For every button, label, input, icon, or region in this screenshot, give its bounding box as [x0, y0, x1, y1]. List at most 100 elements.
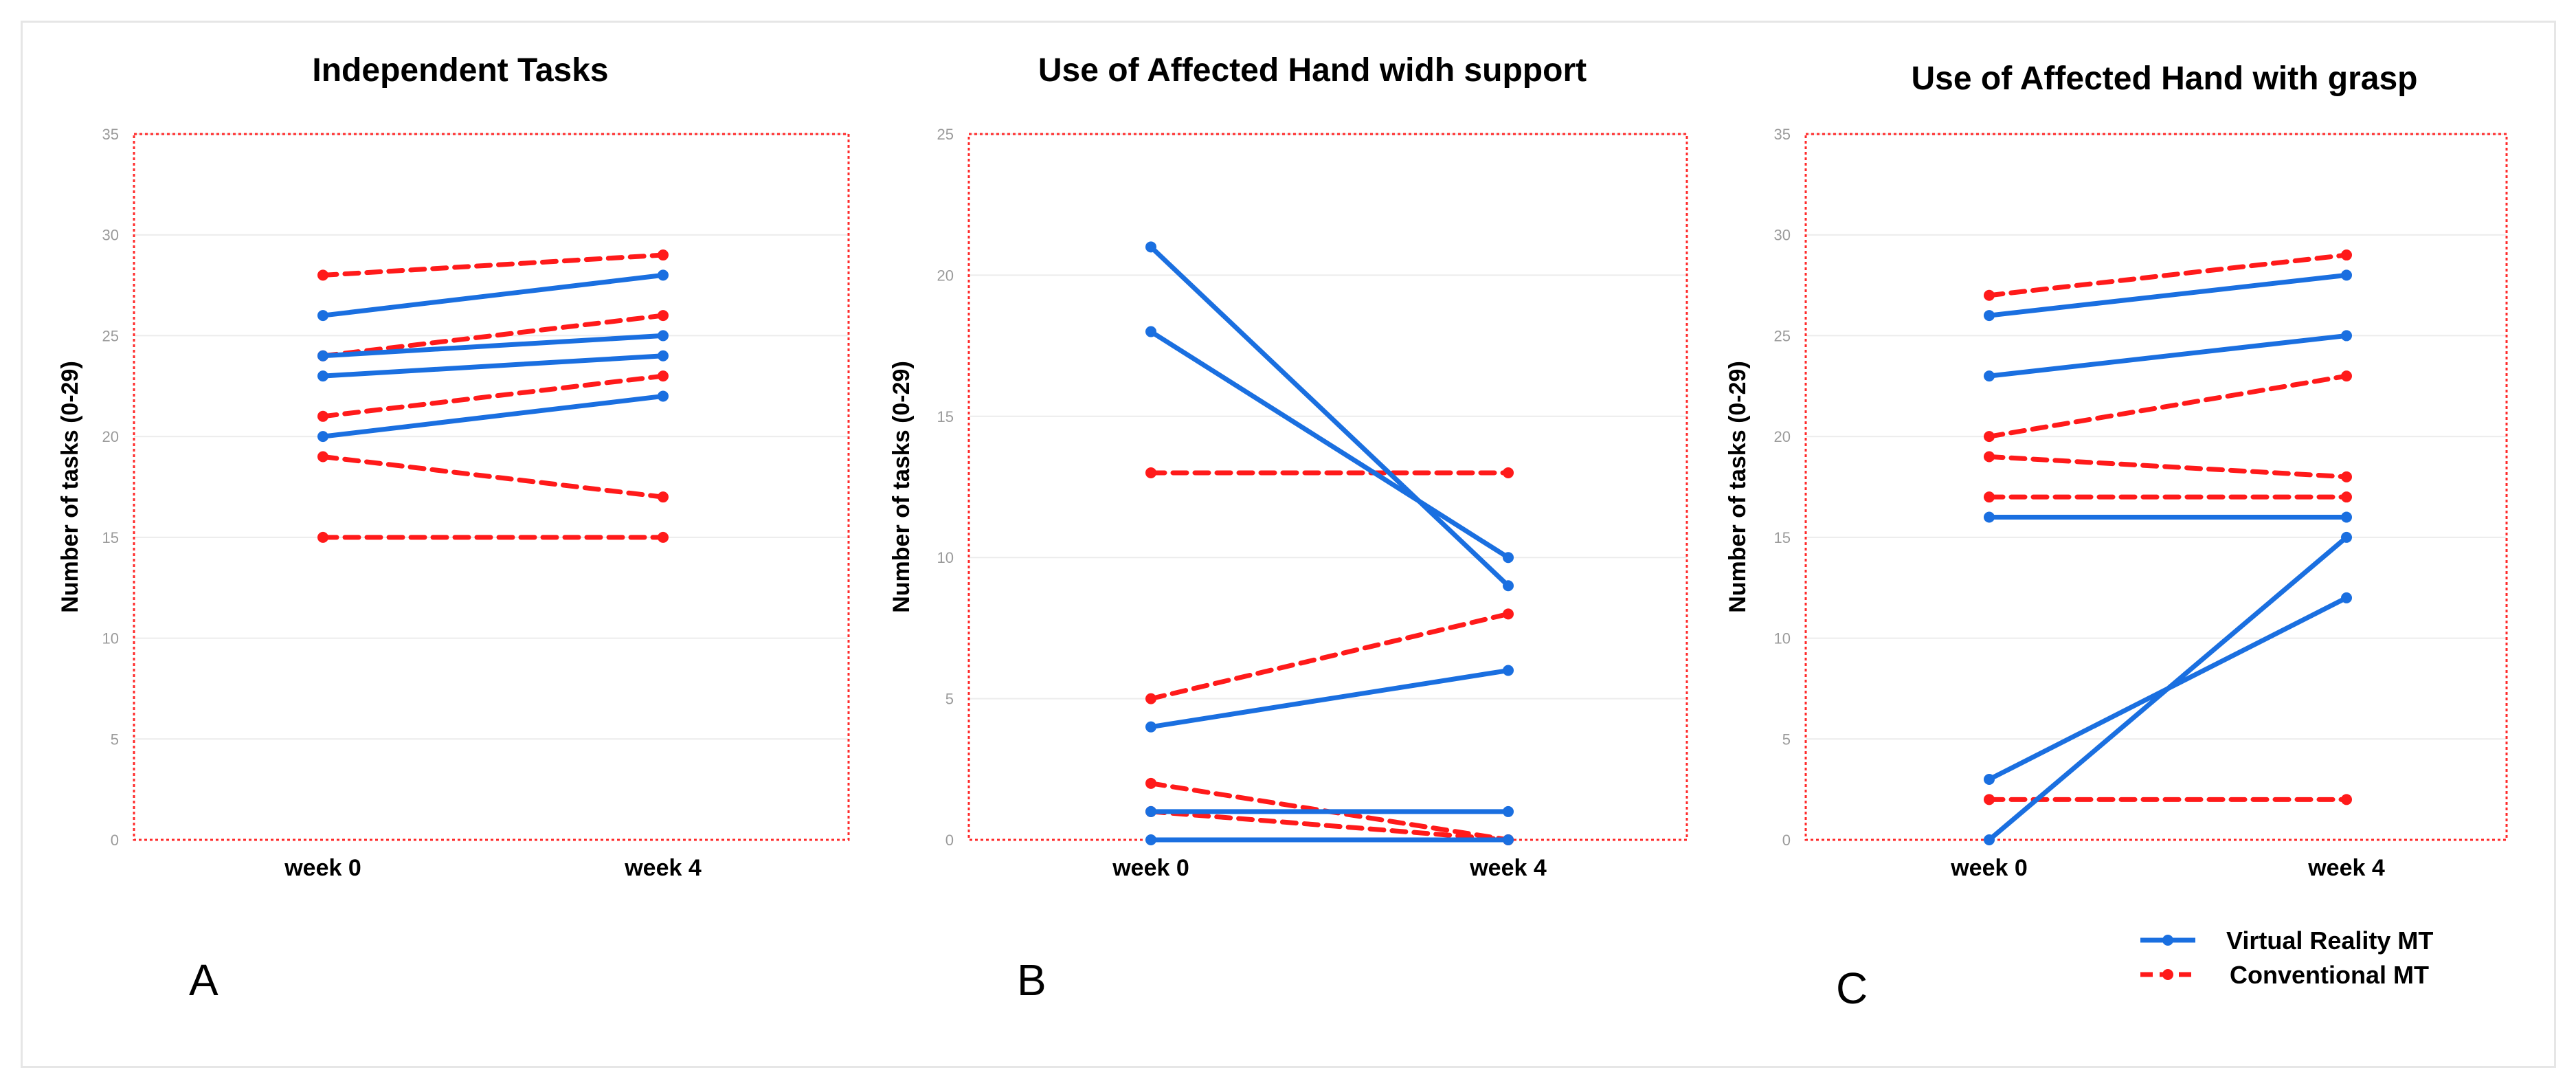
data-point — [1984, 370, 1995, 382]
series-line — [320, 252, 666, 278]
series-line — [1986, 272, 2349, 318]
y-tick-label: 5 — [1782, 731, 1791, 748]
data-point — [2341, 330, 2352, 342]
series-line — [1148, 244, 1511, 588]
data-point — [2341, 794, 2352, 805]
series-line — [320, 272, 666, 318]
series-line — [320, 353, 666, 379]
x-tick-label: week 4 — [624, 855, 702, 881]
y-tick-label: 10 — [102, 630, 119, 647]
series-vr — [317, 330, 669, 362]
y-tick-label: 25 — [102, 327, 119, 344]
series-vr — [317, 350, 669, 382]
data-point — [1503, 580, 1514, 592]
chart-title: Use of Affected Hand with grasp — [1912, 60, 2418, 97]
y-tick-label: 20 — [937, 267, 954, 284]
x-tick-label: week 4 — [2307, 855, 2385, 881]
data-point — [1145, 241, 1156, 253]
y-tick-label: 0 — [1782, 832, 1791, 849]
y-tick-label: 30 — [1774, 227, 1791, 244]
data-point — [1984, 451, 1995, 463]
chart-title: Use of Affected Hand widh support — [1038, 52, 1587, 89]
x-tick-label: week 0 — [1950, 855, 2028, 881]
x-tick-label: week 0 — [1112, 855, 1189, 881]
data-point — [317, 310, 328, 322]
series-vr — [1984, 511, 2352, 523]
y-tick-label: 5 — [945, 691, 954, 708]
series-conventional — [317, 370, 669, 422]
series-line — [1148, 611, 1511, 702]
series-conventional — [317, 249, 669, 281]
series-vr — [317, 390, 669, 443]
x-tick-label: week 4 — [1469, 855, 1547, 881]
series-conventional — [1984, 451, 2352, 482]
x-tick-label: week 0 — [284, 855, 361, 881]
y-tick-label: 15 — [1774, 529, 1791, 546]
series-line — [320, 454, 666, 500]
series-conventional — [1984, 370, 2352, 443]
data-point — [1984, 310, 1995, 322]
series-vr — [1145, 665, 1514, 733]
y-axis-label: Number of tasks (0-29) — [888, 361, 915, 613]
data-point — [2341, 511, 2352, 523]
legend-vr-marker — [2162, 935, 2173, 946]
y-tick-label: 5 — [111, 731, 119, 748]
series-conventional — [1984, 491, 2352, 503]
chart-panel-a: 0 5 10 15 20 25 30 35 week 0 week 4 Independent Ta… — [57, 52, 850, 1005]
data-point — [1145, 721, 1156, 733]
series-vr — [1984, 269, 2352, 322]
y-tick-label: 25 — [937, 126, 954, 143]
data-point — [1503, 552, 1514, 564]
data-point — [2341, 249, 2352, 261]
data-point — [1984, 511, 1995, 523]
chart-title: Independent Tasks — [312, 52, 608, 89]
y-tick-label: 10 — [1774, 630, 1791, 647]
legend: Virtual Reality MT Conventional MT — [2140, 926, 2433, 989]
data-point — [1145, 777, 1156, 789]
data-point — [658, 310, 669, 322]
panel-letter: B — [1017, 955, 1046, 1005]
data-point — [1145, 805, 1156, 817]
data-point — [1503, 805, 1514, 817]
panel-letter: A — [189, 955, 219, 1005]
data-point — [1503, 834, 1514, 845]
y-tick-label: 15 — [937, 408, 954, 425]
series-vr — [1145, 241, 1514, 592]
legend-conventional-label: Conventional MT — [2230, 961, 2429, 989]
figure-frame — [21, 21, 2556, 1068]
series-conventional — [1984, 794, 2352, 805]
data-point — [658, 249, 669, 261]
y-tick-label: 35 — [1774, 126, 1791, 143]
data-point — [317, 410, 328, 422]
series-conventional — [1984, 249, 2352, 301]
data-point — [658, 350, 669, 362]
data-point — [2341, 269, 2352, 281]
series-vr — [1984, 330, 2352, 382]
data-point — [2341, 592, 2352, 603]
data-point — [317, 531, 328, 543]
data-point — [1145, 467, 1156, 478]
y-tick-label: 0 — [945, 832, 954, 849]
data-point — [317, 350, 328, 362]
data-point — [1984, 431, 1995, 443]
series-line — [1986, 373, 2349, 439]
series-line — [1986, 252, 2349, 298]
series-line — [1986, 454, 2349, 480]
data-point — [1984, 289, 1995, 301]
series-line — [1148, 809, 1511, 843]
data-point — [1503, 608, 1514, 620]
plot-area-border — [1804, 133, 2508, 841]
chart-panel-b: 0 5 10 15 20 25 week 0 week 4 Use of Affected Ha… — [888, 52, 1688, 1005]
data-point — [658, 390, 669, 402]
data-point — [658, 491, 669, 503]
y-tick-label: 0 — [111, 832, 119, 849]
data-point — [1503, 665, 1514, 676]
chart-panel-c: 0 5 10 15 20 25 30 35 week 0 week 4 Use of Affecte… — [1725, 60, 2508, 1013]
series-vr — [1145, 834, 1514, 845]
y-tick-label: 15 — [102, 529, 119, 546]
y-tick-label: 20 — [102, 428, 119, 445]
y-tick-label: 30 — [102, 227, 119, 244]
series-vr — [1145, 805, 1514, 817]
